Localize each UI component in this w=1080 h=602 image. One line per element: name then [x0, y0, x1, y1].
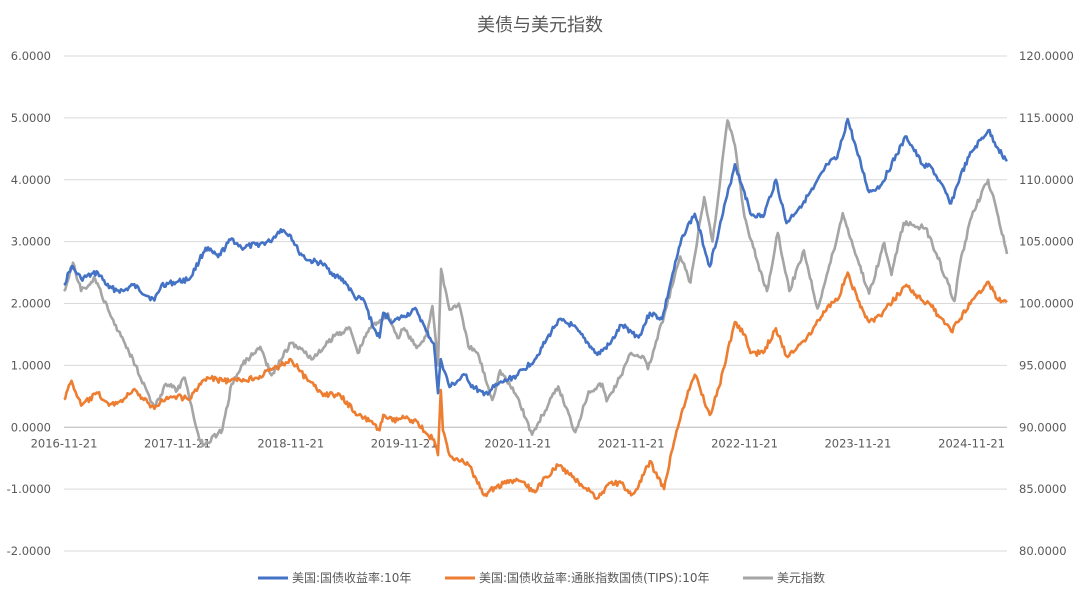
right-tick-label: 105.0000 [1019, 235, 1074, 249]
left-tick-label: 1.0000 [11, 358, 51, 372]
right-tick-label: 110.0000 [1019, 173, 1074, 187]
right-tick-label: 90.0000 [1019, 420, 1067, 434]
x-axis: 2016-11-21 2017-11-21 2018-11-21 2019-11-21… [31, 426, 1007, 450]
left-tick-label: 3.0000 [11, 235, 51, 249]
left-tick-label: 5.0000 [11, 111, 51, 125]
x-tick-label: 2016-11-21 [31, 436, 98, 450]
x-tick-label: 2017-11-21 [144, 436, 211, 450]
series-layer [62, 117, 1009, 501]
x-tick-label: 2024-11-21 [938, 436, 1005, 450]
right-tick-label: 95.0000 [1019, 358, 1067, 372]
x-tick-label: 2018-11-21 [257, 436, 324, 450]
left-axis: -2.0000 -1.0000 0.0000 1.0000 2.0000 3.0000 4.… [7, 49, 51, 558]
right-axis: 80.0000 85.0000 90.0000 95.0000 100.0000 105.… [1019, 49, 1074, 558]
legend-label: 美元指数 [777, 570, 825, 585]
left-tick-label: 0.0000 [11, 420, 51, 434]
legend-label: 美国:国债收益率:通胀指数国债(TIPS):10年 [479, 570, 710, 585]
x-tick-label: 2023-11-21 [824, 436, 891, 450]
legend-label: 美国:国债收益率:10年 [292, 570, 411, 585]
x-tick-label: 2021-11-21 [598, 436, 665, 450]
right-tick-label: 85.0000 [1019, 482, 1067, 496]
x-tick-label: 2019-11-21 [371, 436, 438, 450]
right-tick-label: 100.0000 [1019, 297, 1074, 311]
series-line-1 [63, 117, 1009, 397]
right-tick-label: 120.0000 [1019, 49, 1074, 63]
grid-layer [64, 55, 1007, 552]
chart-title: 美债与美元指数 [477, 15, 603, 36]
series-line-2 [63, 271, 1008, 501]
series-line-3 [62, 119, 1009, 448]
left-tick-label: -2.0000 [7, 544, 51, 558]
right-tick-label: 80.0000 [1019, 544, 1067, 558]
x-tick-label: 2022-11-21 [711, 436, 778, 450]
left-tick-label: -1.0000 [7, 482, 51, 496]
left-tick-label: 6.0000 [11, 49, 51, 63]
left-tick-label: 2.0000 [11, 297, 51, 311]
right-tick-label: 115.0000 [1019, 111, 1074, 125]
x-tick-label: 2020-11-21 [484, 436, 551, 450]
legend: 美国:国债收益率:10年 美国:国债收益率:通胀指数国债(TIPS):10年 美元指… [258, 570, 825, 585]
left-tick-label: 4.0000 [11, 173, 51, 187]
